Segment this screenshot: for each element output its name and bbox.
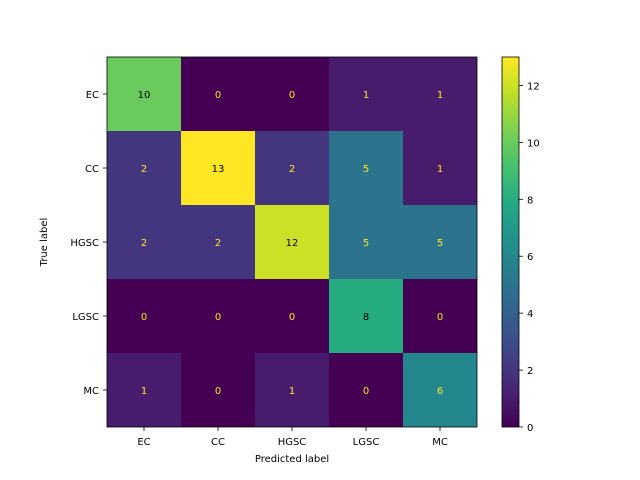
heatmap-cell [403,353,477,427]
y-tick-label: EC [86,90,99,101]
heatmap-cell [255,57,329,131]
cell-value: 0 [363,386,369,397]
colorbar-tick-label: 6 [527,252,533,263]
y-axis: EC CC HGSC LGSC MC [70,90,107,397]
heatmap-cell [181,131,255,205]
y-tick-label: HGSC [70,238,99,249]
x-axis: EC CC HGSC LGSC MC [137,427,448,448]
colorbar-gradient [502,57,519,427]
x-tick-label: HGSC [278,437,307,448]
cell-value: 0 [141,312,147,323]
cell-value: 0 [437,312,443,323]
cell-value: 10 [138,90,151,101]
heatmap-cell [107,131,181,205]
heatmap-cell [329,131,403,205]
heatmap-cell [255,353,329,427]
cell-value: 5 [437,238,443,249]
colorbar-tick-label: 12 [527,81,540,92]
heatmap-cell [107,57,181,131]
cell-value: 0 [215,312,221,323]
colorbar-tick-label: 4 [527,309,533,320]
cell-value: 1 [289,386,295,397]
heatmap-cell [329,57,403,131]
heatmap-cell [107,353,181,427]
heatmap-cell [181,279,255,353]
cell-value: 2 [215,238,221,249]
heatmap-cell [403,57,477,131]
heatmap-cell [329,205,403,279]
cell-value: 2 [141,238,147,249]
x-axis-label: Predicted label [255,454,329,465]
y-tick-label: MC [83,386,99,397]
cell-value: 0 [289,90,295,101]
colorbar-tick-label: 8 [527,195,533,206]
colorbar-frame [501,56,520,428]
cell-value: 5 [363,164,369,175]
colorbar-tick-label: 2 [527,366,533,377]
heatmap-area [106,56,478,428]
heatmap-cell [255,279,329,353]
cell-value: 12 [286,238,299,249]
heatmap-cell [329,279,403,353]
cell-value: 1 [437,164,443,175]
heatmap-cell [255,205,329,279]
heatmap-cell [403,279,477,353]
cell-value: 1 [363,90,369,101]
cell-value: 13 [212,164,225,175]
y-tick-label: LGSC [72,312,99,323]
x-tick-label: LGSC [353,437,380,448]
cell-value: 5 [363,238,369,249]
cell-value: 0 [289,312,295,323]
colorbar: 0 2 4 6 8 10 12 [501,56,540,434]
heatmap-cell [255,131,329,205]
cell-labels: 10 0 0 1 12 13 2 5 12 2 12 5 50 0 0 8 01 0 1 0 6 [138,90,444,397]
cell-value: 2 [289,164,295,175]
heatmap-cell [107,205,181,279]
colorbar-tick-label: 10 [527,138,540,149]
x-tick-label: CC [211,437,225,448]
x-tick-label: MC [432,437,448,448]
heatmap-cell [107,279,181,353]
cell-value: 6 [437,386,443,397]
heatmap-cell [403,131,477,205]
y-tick-label: CC [85,164,99,175]
cell-value: 1 [141,386,147,397]
heatmap-cell [181,57,255,131]
cell-value: 0 [215,386,221,397]
y-axis-label: True label [39,218,50,268]
x-tick-label: EC [137,437,150,448]
heatmap-cell [329,353,403,427]
colorbar-tick-label: 0 [527,423,533,434]
heatmap-cell [181,205,255,279]
heatmap-cell [181,353,255,427]
heatmap-cell [403,205,477,279]
cell-value: 1 [437,90,443,101]
cell-value: 0 [215,90,221,101]
cell-value: 8 [363,312,369,323]
cell-value: 2 [141,164,147,175]
